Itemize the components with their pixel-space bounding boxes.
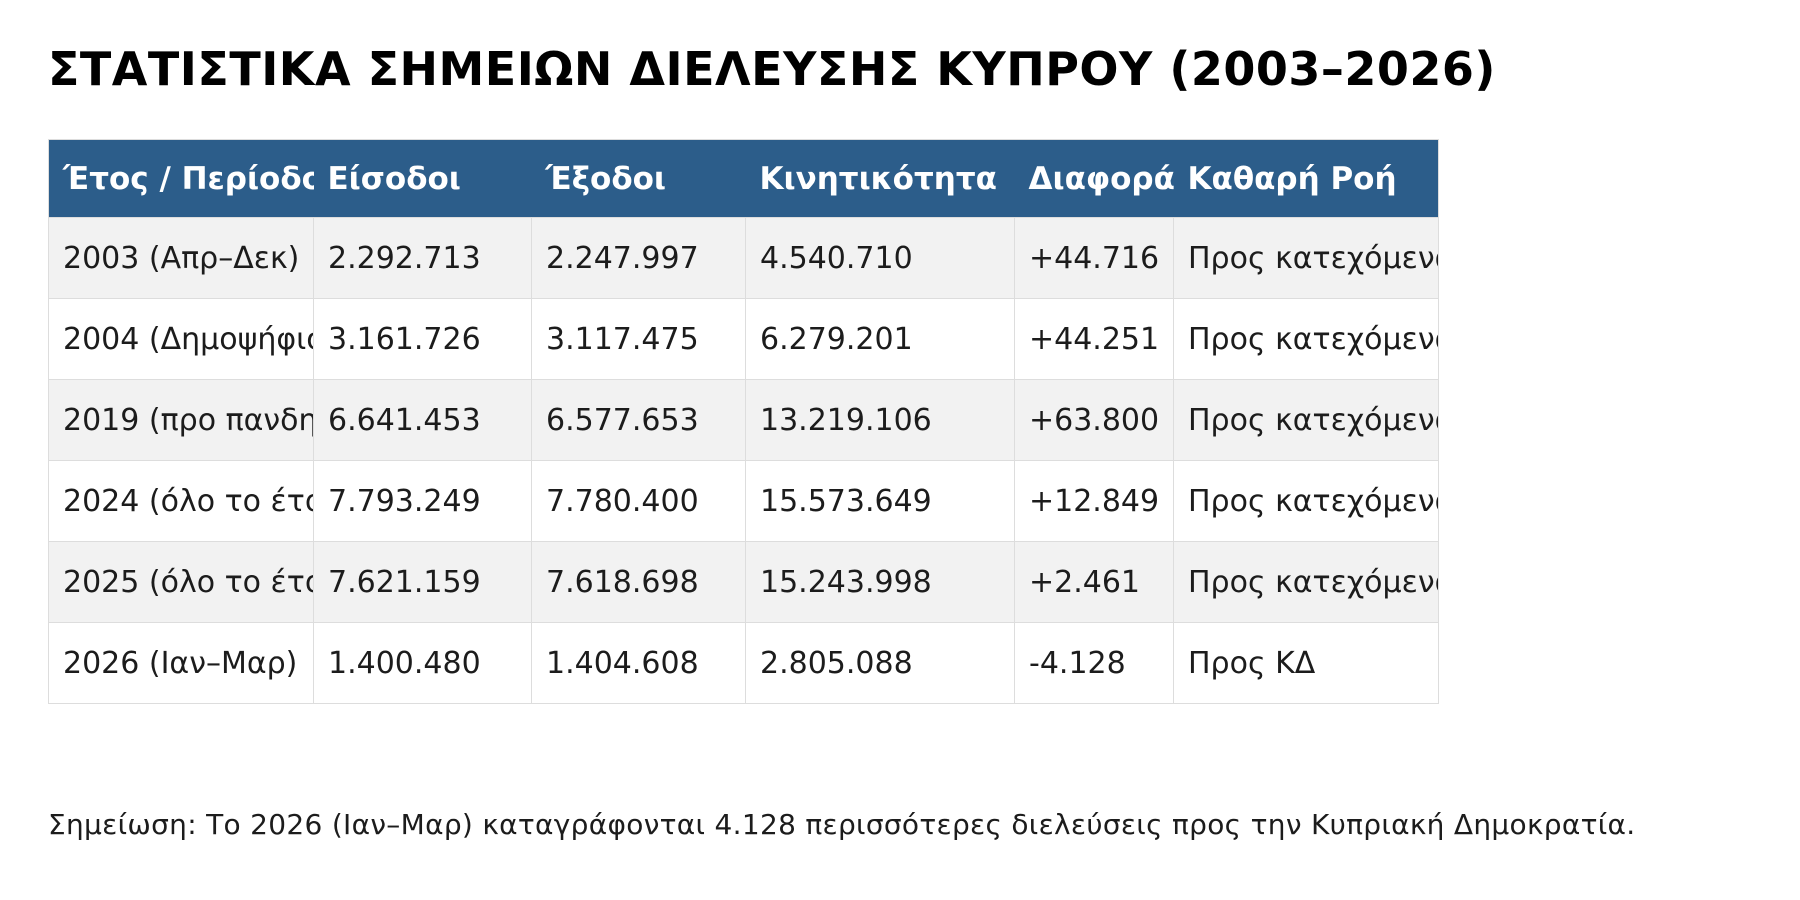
cell-period: 2025 (όλο το έτος) <box>48 541 314 624</box>
cell-net-flow: Προς κατεχόμενα <box>1173 541 1439 624</box>
cell-mobility: 4.540.710 <box>745 217 1015 300</box>
cell-mobility: 2.805.088 <box>745 622 1015 705</box>
cell-period: 2019 (προ πανδημίας) <box>48 379 314 462</box>
cell-entries: 7.793.249 <box>313 460 532 543</box>
cell-net-flow: Προς κατεχόμενα <box>1173 379 1439 462</box>
table-row: 2003 (Απρ–Δεκ) 2.292.713 2.247.997 4.540… <box>48 217 1439 300</box>
cell-entries: 2.292.713 <box>313 217 532 300</box>
table-row: 2026 (Ιαν–Μαρ) 1.400.480 1.404.608 2.805… <box>48 622 1439 705</box>
cell-exits: 2.247.997 <box>531 217 746 300</box>
cell-mobility: 15.243.998 <box>745 541 1015 624</box>
cell-exits: 6.577.653 <box>531 379 746 462</box>
cell-mobility: 13.219.106 <box>745 379 1015 462</box>
crossing-statistics-table: Έτος / Περίοδος Είσοδοι Έξοδοι Κινητικότ… <box>48 139 1439 705</box>
column-header-mobility: Κινητικότητα <box>745 139 1015 218</box>
cell-net-flow: Προς ΚΔ <box>1173 622 1439 705</box>
cell-exits: 7.780.400 <box>531 460 746 543</box>
table-header-row: Έτος / Περίοδος Είσοδοι Έξοδοι Κινητικότ… <box>48 139 1439 218</box>
column-header-period: Έτος / Περίοδος <box>48 139 314 218</box>
cell-difference: +44.716 <box>1014 217 1174 300</box>
cell-period: 2026 (Ιαν–Μαρ) <box>48 622 314 705</box>
cell-difference: -4.128 <box>1014 622 1174 705</box>
cell-period: 2004 (Δημοψήφισμα) <box>48 298 314 381</box>
column-header-exits: Έξοδοι <box>531 139 746 218</box>
cell-net-flow: Προς κατεχόμενα <box>1173 460 1439 543</box>
cell-period: 2003 (Απρ–Δεκ) <box>48 217 314 300</box>
cell-exits: 1.404.608 <box>531 622 746 705</box>
column-header-entries: Είσοδοι <box>313 139 532 218</box>
cell-exits: 3.117.475 <box>531 298 746 381</box>
cell-difference: +12.849 <box>1014 460 1174 543</box>
cell-difference: +63.800 <box>1014 379 1174 462</box>
cell-difference: +44.251 <box>1014 298 1174 381</box>
footnote: Σημείωση: Το 2026 (Ιαν–Μαρ) καταγράφοντα… <box>48 808 1636 842</box>
cell-net-flow: Προς κατεχόμενα <box>1173 298 1439 381</box>
cell-entries: 1.400.480 <box>313 622 532 705</box>
cell-net-flow: Προς κατεχόμενα <box>1173 217 1439 300</box>
cell-difference: +2.461 <box>1014 541 1174 624</box>
table-row: 2004 (Δημοψήφισμα) 3.161.726 3.117.475 6… <box>48 298 1439 381</box>
table-row: 2024 (όλο το έτος) 7.793.249 7.780.400 1… <box>48 460 1439 543</box>
table-row: 2019 (προ πανδημίας) 6.641.453 6.577.653… <box>48 379 1439 462</box>
column-header-net-flow: Καθαρή Ροή <box>1173 139 1439 218</box>
cell-exits: 7.618.698 <box>531 541 746 624</box>
cell-mobility: 15.573.649 <box>745 460 1015 543</box>
table-row: 2025 (όλο το έτος) 7.621.159 7.618.698 1… <box>48 541 1439 624</box>
cell-entries: 6.641.453 <box>313 379 532 462</box>
cell-entries: 7.621.159 <box>313 541 532 624</box>
cell-entries: 3.161.726 <box>313 298 532 381</box>
cell-mobility: 6.279.201 <box>745 298 1015 381</box>
cell-period: 2024 (όλο το έτος) <box>48 460 314 543</box>
page-title: ΣΤΑΤΙΣΤΙΚΑ ΣΗΜΕΙΩΝ ΔΙΕΛΕΥΣΗΣ ΚΥΠΡΟΥ (200… <box>48 42 1496 96</box>
column-header-difference: Διαφορά <box>1014 139 1174 218</box>
